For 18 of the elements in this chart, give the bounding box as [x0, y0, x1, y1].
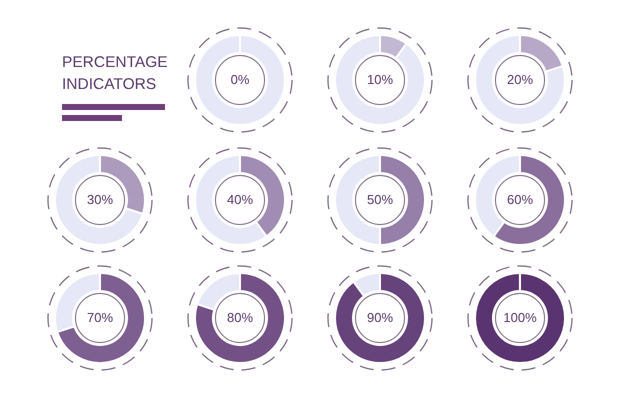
text: 100%	[502, 309, 538, 327]
text: 30%	[86, 191, 114, 209]
text: 20%	[506, 71, 534, 89]
text: 0%	[230, 71, 250, 89]
text: 50%	[366, 191, 394, 209]
donut-slice	[54, 154, 144, 246]
donut-slice	[474, 34, 566, 126]
text: 70%	[86, 309, 114, 327]
text: PERCENTAGE INDICATORS	[62, 53, 169, 95]
text: 10%	[366, 71, 394, 89]
donut-slice	[334, 272, 426, 364]
donut-slice	[194, 272, 286, 364]
donut-slice	[56, 272, 146, 364]
donut-slice	[334, 34, 426, 126]
text: 90%	[366, 309, 394, 327]
text: 60%	[506, 191, 534, 209]
text: 80%	[226, 309, 254, 327]
text: 40%	[226, 191, 254, 209]
